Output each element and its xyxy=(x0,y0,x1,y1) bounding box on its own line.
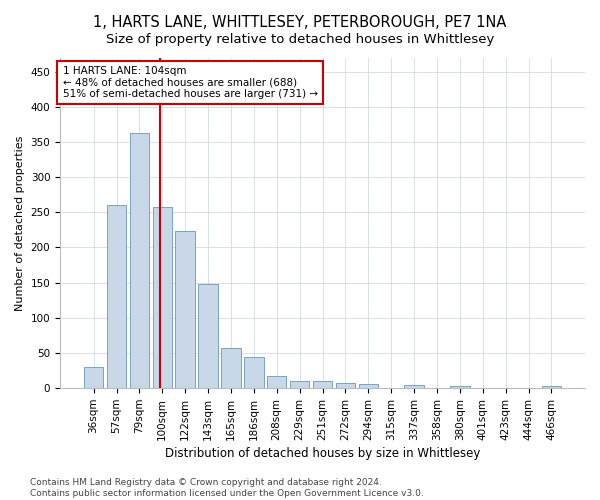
Bar xyxy=(313,381,332,388)
Text: Size of property relative to detached houses in Whittlesey: Size of property relative to detached ho… xyxy=(106,32,494,46)
Bar xyxy=(107,206,126,388)
Text: 1, HARTS LANE, WHITTLESEY, PETERBOROUGH, PE7 1NA: 1, HARTS LANE, WHITTLESEY, PETERBOROUGH,… xyxy=(94,15,506,30)
Bar xyxy=(199,284,218,388)
Text: 1 HARTS LANE: 104sqm
← 48% of detached houses are smaller (688)
51% of semi-deta: 1 HARTS LANE: 104sqm ← 48% of detached h… xyxy=(62,66,318,99)
X-axis label: Distribution of detached houses by size in Whittlesey: Distribution of detached houses by size … xyxy=(165,447,480,460)
Bar xyxy=(84,367,103,388)
Y-axis label: Number of detached properties: Number of detached properties xyxy=(15,135,25,310)
Bar xyxy=(290,381,310,388)
Bar xyxy=(404,384,424,388)
Bar xyxy=(244,356,263,388)
Bar xyxy=(542,386,561,388)
Bar xyxy=(267,376,286,388)
Bar xyxy=(152,208,172,388)
Text: Contains HM Land Registry data © Crown copyright and database right 2024.
Contai: Contains HM Land Registry data © Crown c… xyxy=(30,478,424,498)
Bar xyxy=(175,230,195,388)
Bar xyxy=(359,384,378,388)
Bar xyxy=(335,382,355,388)
Bar xyxy=(450,386,470,388)
Bar xyxy=(221,348,241,388)
Bar xyxy=(130,134,149,388)
